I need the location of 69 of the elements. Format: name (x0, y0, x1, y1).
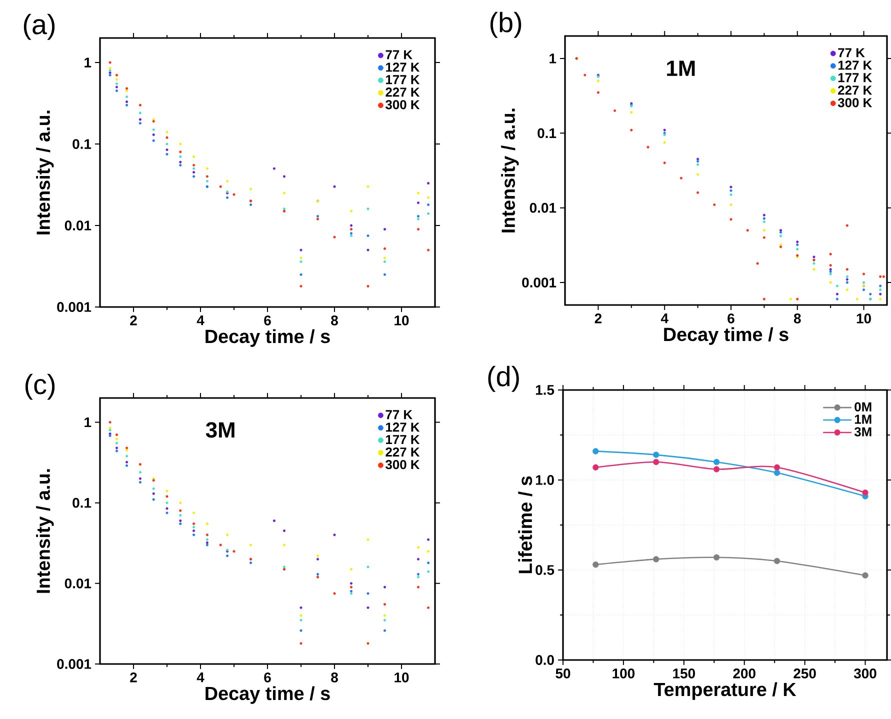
legend-label: 127 K (386, 62, 420, 72)
y-tick-label: 1 (84, 58, 92, 68)
y-tick-label: 1 (84, 417, 92, 428)
legend-label: 0M (854, 402, 872, 412)
legend-label: 3M (854, 427, 872, 436)
text: (c) (25, 374, 55, 400)
x-tick-label: 200 (733, 668, 756, 678)
y-tick-label: 1.0 (536, 475, 554, 485)
y-axis-title: Intensity / a.u. (36, 110, 54, 234)
legend-label: 300 K (386, 100, 420, 110)
legend-label: 77 K (386, 50, 412, 60)
legend-label: 77 K (838, 48, 865, 58)
legend-label: 227 K (386, 447, 420, 457)
x-tick-label: 250 (794, 668, 816, 678)
y-tick-label: 0.1 (72, 498, 92, 508)
x-tick-label: 8 (794, 313, 801, 324)
y-axis-title: Intensity / a.u. (501, 108, 519, 232)
x-tick-label: 6 (728, 313, 734, 324)
y-axis-title: Lifetime / s (518, 476, 532, 574)
y-tick-label: 0.001 (57, 302, 92, 312)
legend-label: 127 K (386, 422, 420, 432)
y-tick-label: 0.01 (64, 578, 92, 588)
x-axis-title: Temperature / K (654, 682, 796, 700)
text: (a) (24, 14, 55, 40)
legend-label: 300 K (838, 98, 872, 108)
y-tick-label: 0.1 (72, 139, 92, 149)
x-axis-title: Decay time / s (664, 327, 788, 345)
legend-label: 177 K (386, 435, 420, 444)
y-tick-label: 0.1 (538, 128, 556, 138)
x-tick-label: 10 (394, 315, 409, 326)
legend-label: 177 K (838, 73, 872, 82)
x-tick-label: 6 (264, 315, 271, 326)
x-tick-label: 100 (612, 668, 635, 678)
x-tick-label: 10 (394, 672, 409, 682)
x-tick-label: 50 (556, 668, 570, 678)
y-tick-label: 1.5 (536, 385, 554, 395)
x-tick-label: 6 (264, 672, 271, 682)
y-tick-label: 0.001 (522, 278, 556, 288)
legend-label: 127 K (838, 60, 872, 70)
legend-label: 227 K (386, 88, 420, 97)
y-tick-label: 0.01 (64, 220, 92, 230)
x-tick-label: 4 (196, 316, 204, 326)
y-tick-label: 0.01 (530, 202, 556, 213)
legend-label: 1M (854, 414, 872, 424)
x-tick-label: 4 (660, 314, 668, 324)
x-tick-label: 2 (130, 672, 137, 682)
y-tick-label: 0.0 (536, 655, 554, 665)
y-tick-label: 1 (550, 54, 556, 64)
y-tick-label: 0.001 (57, 659, 92, 669)
x-tick-label: 2 (594, 313, 602, 324)
x-tick-label: 2 (130, 315, 137, 326)
x-tick-label: 300 (854, 668, 876, 678)
x-tick-label: 4 (196, 672, 204, 682)
x-tick-label: 10 (856, 313, 871, 324)
annotation: 1M (667, 60, 695, 76)
y-axis-title: Intensity / a.u. (36, 469, 54, 593)
text: (d) (488, 366, 519, 392)
y-tick-label: 0.5 (536, 565, 554, 575)
x-axis-title: Decay time / s (206, 329, 330, 347)
legend-label: 227 K (838, 86, 872, 95)
x-axis-title: Decay time / s (206, 686, 330, 704)
legend-label: 300 K (386, 460, 420, 470)
x-tick-label: 8 (331, 672, 338, 682)
x-tick-label: 8 (331, 315, 338, 326)
x-tick-label: 150 (673, 668, 695, 678)
legend-label: 77 K (386, 410, 412, 420)
legend-label: 177 K (386, 75, 420, 84)
annotation: 3M (206, 422, 234, 438)
text: (b) (490, 12, 522, 38)
